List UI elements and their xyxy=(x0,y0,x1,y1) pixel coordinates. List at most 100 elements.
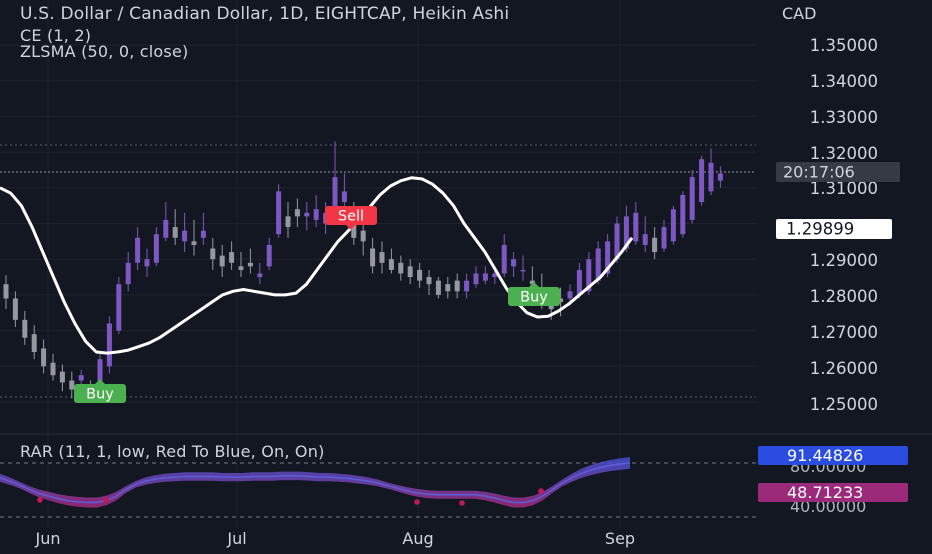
candle xyxy=(464,273,470,299)
candle-body xyxy=(116,284,122,331)
candle xyxy=(59,364,65,392)
candle xyxy=(125,252,131,292)
candle-body xyxy=(144,259,150,267)
candle-body xyxy=(708,162,714,192)
signal-buy-label: Buy xyxy=(508,282,560,306)
candle-body xyxy=(464,280,470,292)
candle-body xyxy=(623,216,629,249)
candle-body xyxy=(266,244,272,267)
candle-body xyxy=(106,323,112,367)
candle-body xyxy=(652,237,658,253)
candle xyxy=(473,266,479,288)
candle xyxy=(708,148,714,195)
chart-title: U.S. Dollar / Canadian Dollar, 1D, EIGHT… xyxy=(20,4,510,24)
candle xyxy=(229,241,235,270)
candle-body xyxy=(445,284,451,292)
candle xyxy=(699,155,705,206)
candle-body xyxy=(501,244,507,274)
candle-body xyxy=(294,209,300,217)
rar-cross-dot xyxy=(459,500,465,506)
rar-cross-dot xyxy=(538,488,544,494)
candle xyxy=(153,227,159,267)
candle xyxy=(633,202,639,245)
candle-body xyxy=(125,262,131,285)
candle-body xyxy=(285,216,291,228)
candle-body xyxy=(153,234,159,263)
candle xyxy=(661,219,667,253)
candle-body xyxy=(529,280,535,285)
candle-body xyxy=(586,259,592,292)
candle xyxy=(135,227,141,270)
candle xyxy=(398,255,404,281)
candle xyxy=(558,287,564,317)
candle-body xyxy=(473,273,479,285)
current-price-text: 1.29899 xyxy=(786,220,854,239)
candle-body xyxy=(304,212,310,217)
candle xyxy=(417,262,423,288)
candle-body xyxy=(567,291,573,299)
candle xyxy=(482,266,488,285)
candle xyxy=(304,202,310,231)
current-price-box xyxy=(776,219,892,239)
time-axis-label: Jun xyxy=(35,529,61,548)
candle xyxy=(31,325,37,360)
price-tick-label: 1.29000 xyxy=(810,251,878,270)
candle-body xyxy=(69,380,75,390)
candle-body xyxy=(360,230,366,242)
candle xyxy=(435,277,441,299)
candle xyxy=(670,205,676,245)
candle-body xyxy=(22,319,28,338)
candle xyxy=(520,255,526,281)
candle xyxy=(182,212,188,253)
rar-value-low-box xyxy=(758,483,908,502)
candle xyxy=(717,166,723,188)
candle xyxy=(266,237,272,270)
candle-body xyxy=(633,212,639,242)
signal-buy-label: Buy xyxy=(74,379,126,403)
candle-body xyxy=(50,362,56,376)
candle-body xyxy=(3,284,9,299)
candle-body xyxy=(97,359,103,386)
candle-body xyxy=(247,262,253,267)
candle-body xyxy=(435,280,441,295)
candle-body xyxy=(370,248,376,267)
candle xyxy=(50,353,56,381)
rar-cross-dot xyxy=(37,497,43,503)
candle xyxy=(116,277,122,335)
candle-body xyxy=(661,227,667,249)
signal-box xyxy=(508,287,560,306)
indicator-rar-legend: RAR (11, 1, low, Red To Blue, On, On) xyxy=(20,442,325,461)
price-tick-label: 1.32000 xyxy=(810,144,878,163)
candle xyxy=(445,277,451,299)
candle-body xyxy=(379,252,385,263)
candle xyxy=(3,275,9,310)
candle-body xyxy=(41,348,47,367)
candle xyxy=(652,227,658,260)
signal-box xyxy=(325,206,377,225)
candle-body xyxy=(210,248,216,260)
signal-text: Buy xyxy=(520,290,548,306)
candle-body xyxy=(689,177,695,220)
price-tick-label: 1.27000 xyxy=(810,323,878,342)
signal-text: Buy xyxy=(86,387,114,403)
candle-body xyxy=(229,252,235,263)
candle xyxy=(285,202,291,238)
candle xyxy=(257,262,263,285)
candle xyxy=(680,191,686,238)
candle-body xyxy=(59,371,65,383)
candle xyxy=(388,248,394,274)
candle xyxy=(12,291,18,328)
candle-body xyxy=(454,280,460,292)
signal-sell-label: Sell xyxy=(325,206,377,230)
candle-body xyxy=(191,241,197,245)
candle-body xyxy=(172,227,178,238)
candle xyxy=(106,316,112,374)
price-tick-label: 1.31000 xyxy=(810,179,878,198)
candle-body xyxy=(163,219,169,238)
candle xyxy=(22,310,28,345)
currency-label: CAD xyxy=(782,4,816,23)
candle xyxy=(642,216,648,253)
candle xyxy=(379,241,385,274)
